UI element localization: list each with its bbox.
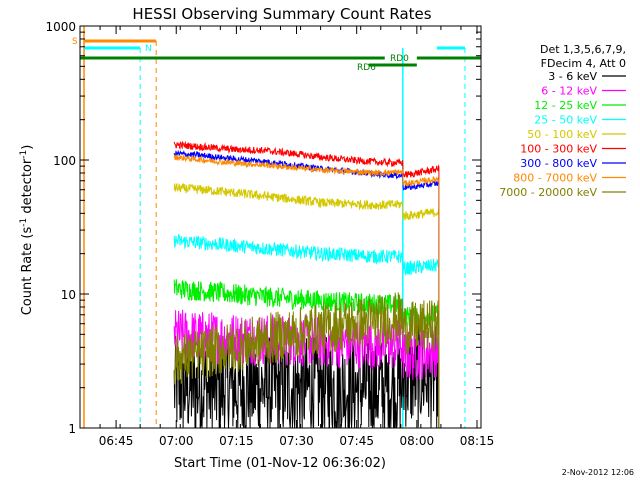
legend-label-5: 100 - 300 keV <box>520 143 597 156</box>
x-tick-label-2: 07:15 <box>219 434 254 448</box>
ylabel-sup2: -1 <box>19 150 29 159</box>
timestamp: 2-Nov-2012 12:06 <box>562 468 634 477</box>
legend-label-2: 12 - 25 keV <box>534 99 597 112</box>
rd6-label: RD6 <box>357 63 376 73</box>
series-line-4 <box>173 182 440 428</box>
legend: Det 1,3,5,6,7,9, FDecim 4, Att 0 3 - 6 k… <box>499 43 626 199</box>
ylabel-main: Count Rate (s <box>20 227 35 316</box>
ylabel-mid: detector <box>20 158 35 218</box>
x-tick-label-5: 08:00 <box>400 434 435 448</box>
y-tick-label-0: 1 <box>68 422 76 436</box>
ylabel-end: ) <box>20 145 35 150</box>
saa-label: S <box>72 37 78 47</box>
legend-label-3: 25 - 50 keV <box>534 114 597 127</box>
series-line-5 <box>173 140 440 428</box>
x-tick-label-3: 07:30 <box>279 434 314 448</box>
legend-label-1: 6 - 12 keV <box>541 85 597 98</box>
chart-title: HESSI Observing Summary Count Rates <box>132 5 431 23</box>
series-layer <box>173 140 440 429</box>
night-label: N <box>145 44 152 54</box>
x-tick-label-0: 06:45 <box>99 434 134 448</box>
axes-layer: 1 10 100 1000 06:45 07:00 07:15 07:30 07:45 08:00… <box>45 20 494 448</box>
x-tick-label-4: 07:45 <box>339 434 374 448</box>
x-axis-label: Start Time (01-Nov-12 06:36:02) <box>174 456 386 471</box>
rd0-label: RD0 <box>390 54 409 64</box>
y-tick-label-2: 100 <box>53 154 76 168</box>
legend-label-7: 800 - 7000 keV <box>513 172 597 185</box>
series-line-6 <box>173 149 440 428</box>
ylabel-sup1: -1 <box>19 218 29 227</box>
y-tick-label-3: 1000 <box>45 20 76 34</box>
series-line-7 <box>173 154 440 428</box>
legend-label-0: 3 - 6 keV <box>548 70 597 83</box>
legend-title-line-2: FDecim 4, Att 0 <box>541 57 626 70</box>
series-line-0 <box>173 324 440 429</box>
x-tick-label-6: 08:15 <box>460 434 495 448</box>
series-line-3 <box>173 233 440 428</box>
legend-label-8: 7000 - 20000 keV <box>499 186 597 199</box>
legend-label-6: 300 - 800 keV <box>520 157 597 170</box>
legend-title-line-1: Det 1,3,5,6,7,9, <box>540 43 626 56</box>
x-tick-label-1: 07:00 <box>159 434 194 448</box>
legend-label-4: 50 - 100 keV <box>527 128 597 141</box>
y-tick-label-1: 10 <box>61 288 76 302</box>
series-line-8 <box>173 292 440 428</box>
y-axis-label: Count Rate (s-1 detector-1) <box>19 145 35 316</box>
